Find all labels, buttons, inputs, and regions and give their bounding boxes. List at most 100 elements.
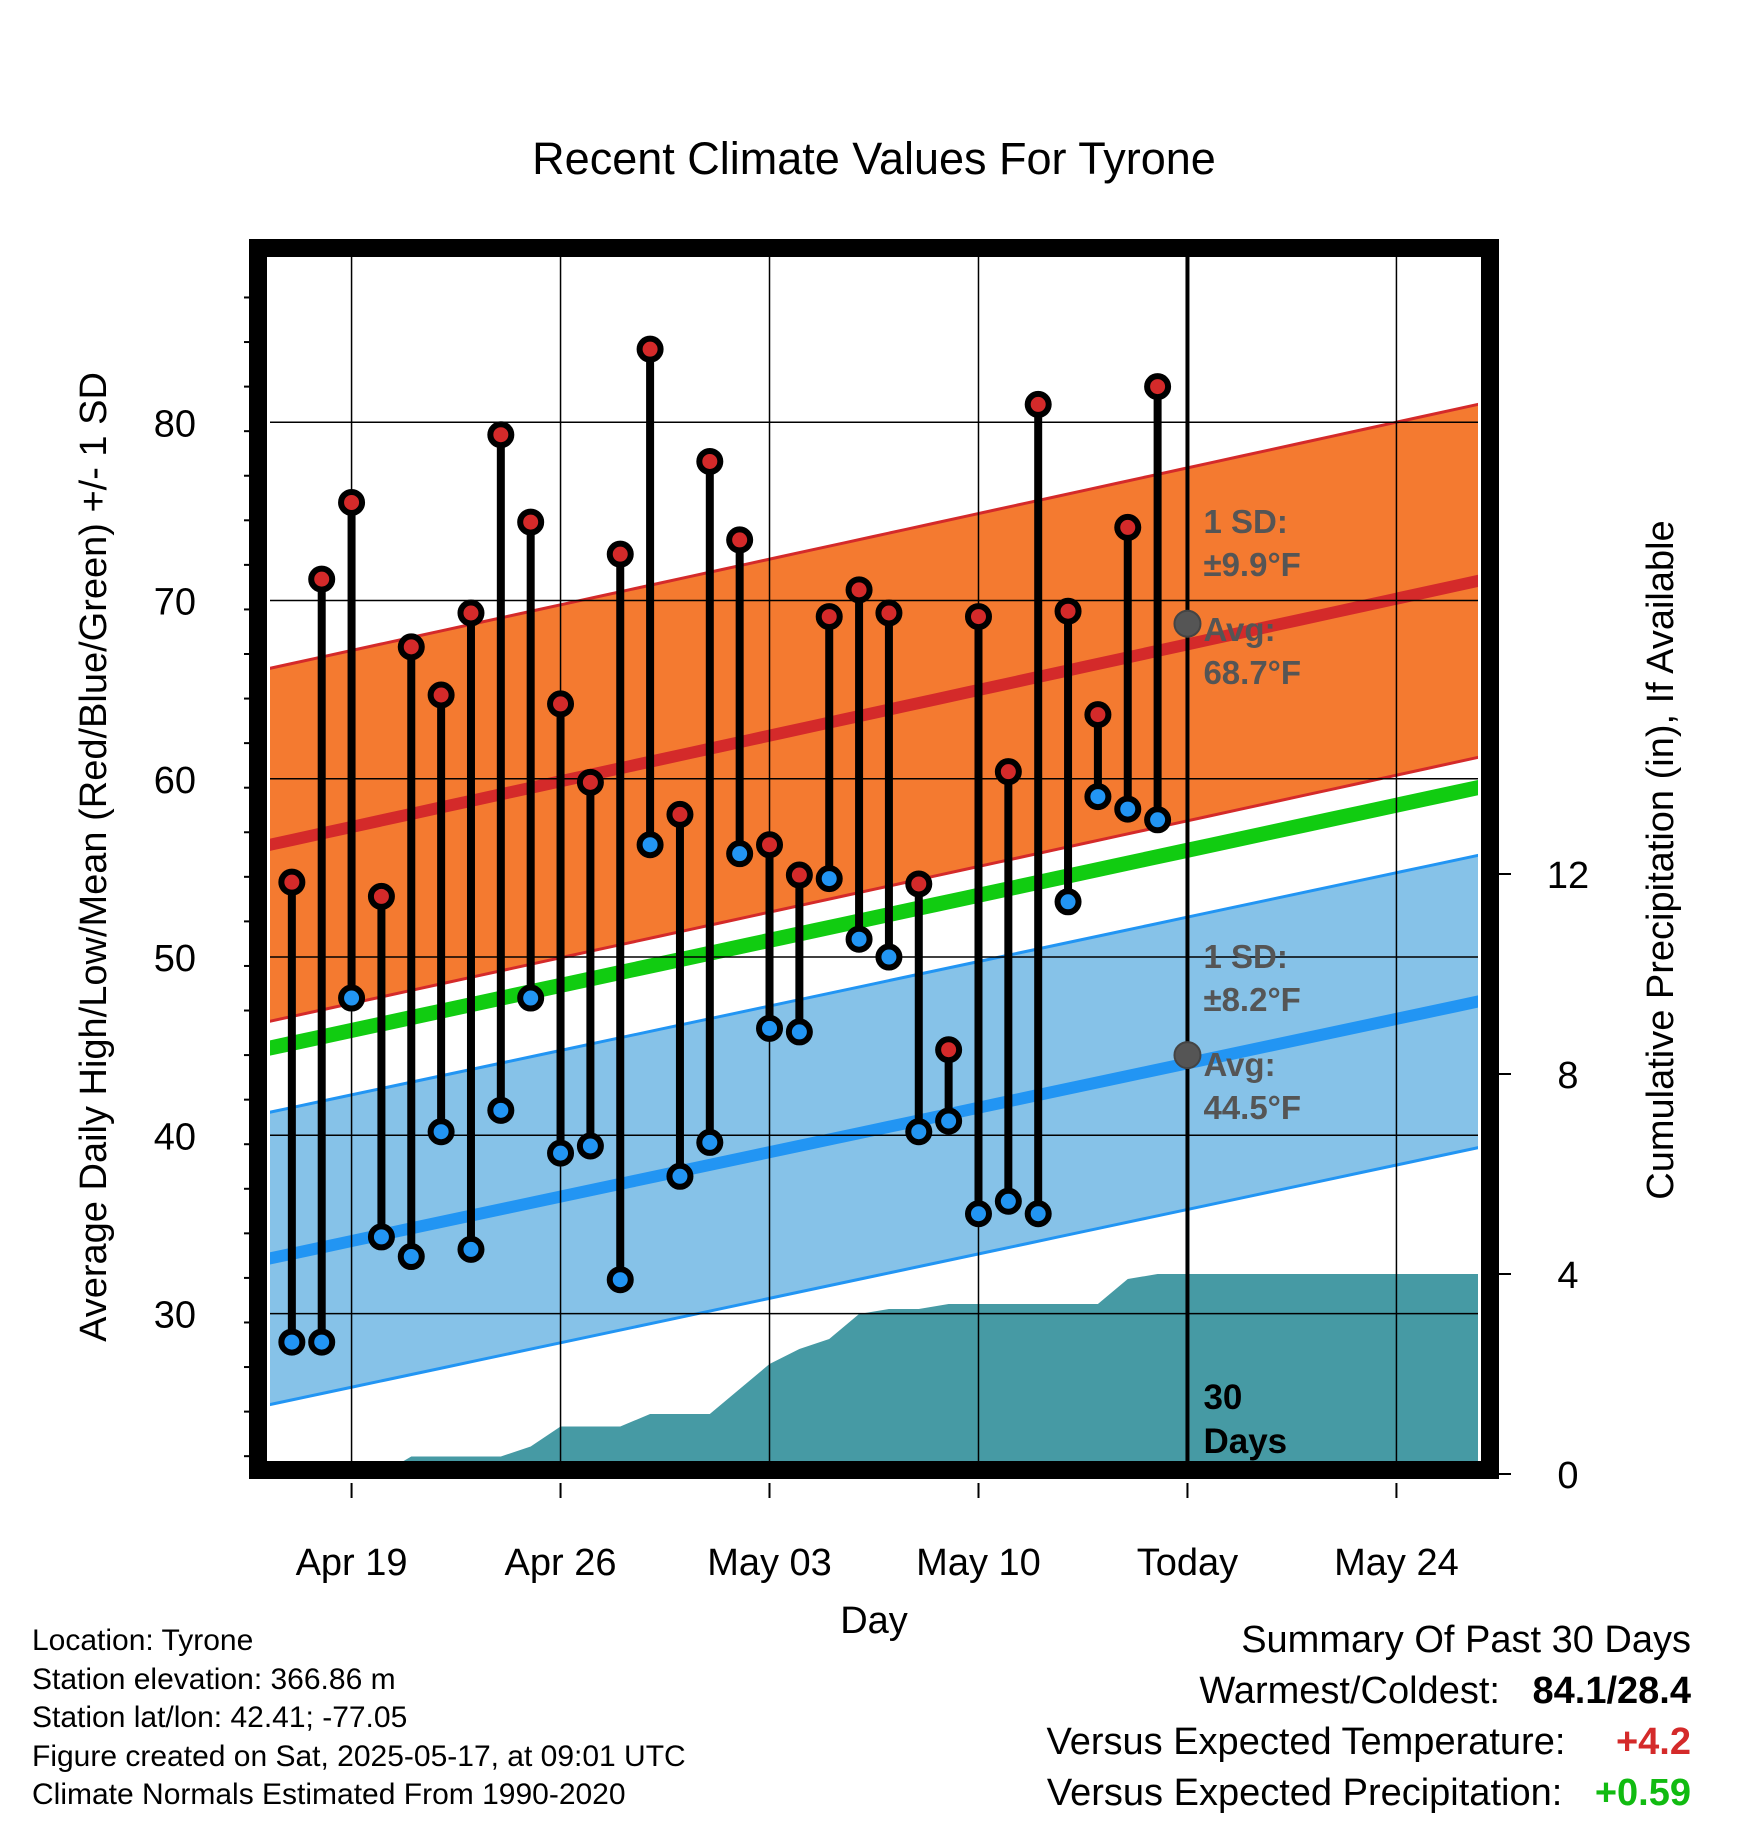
daily-low-point bbox=[875, 943, 903, 971]
daily-high-point bbox=[397, 633, 425, 661]
daily-high-point bbox=[935, 1036, 963, 1064]
daily-low-point bbox=[696, 1128, 724, 1156]
summary-panel: Summary Of Past 30 Days Warmest/Coldest:… bbox=[1046, 1615, 1691, 1819]
daily-high-point bbox=[785, 861, 813, 889]
x-tick-label: May 10 bbox=[916, 1542, 1041, 1584]
daily-low-point bbox=[1024, 1200, 1052, 1228]
daily-high-point bbox=[964, 603, 992, 631]
y-left-tick-label: 50 bbox=[154, 938, 196, 980]
daily-low-point bbox=[756, 1014, 784, 1042]
x-axis-label: Day bbox=[840, 1600, 908, 1642]
daily-low-point bbox=[815, 865, 843, 893]
daily-low-point bbox=[636, 831, 664, 859]
today-normal-low-point bbox=[1173, 1041, 1202, 1070]
daily-high-point bbox=[606, 540, 634, 568]
normal-high-line bbox=[270, 574, 1478, 851]
daily-low-point bbox=[935, 1107, 963, 1135]
summary-heading: Summary Of Past 30 Days bbox=[1241, 1619, 1691, 1661]
daily-high-point bbox=[278, 868, 306, 896]
temp-vs-expected-value: +4.2 bbox=[1615, 1721, 1691, 1763]
y-right-tick-label: 12 bbox=[1547, 855, 1589, 897]
daily-low-point bbox=[666, 1162, 694, 1190]
daily-low-point bbox=[457, 1235, 485, 1263]
high-sd-label: 1 SD: bbox=[1203, 503, 1287, 540]
daily-low-point bbox=[487, 1096, 515, 1124]
daily-high-point bbox=[1144, 373, 1172, 401]
daily-low-point bbox=[517, 984, 545, 1012]
latlon-text: Station lat/lon: 42.41; -77.05 bbox=[32, 1701, 408, 1734]
created-text: Figure created on Sat, 2025-05-17, at 09… bbox=[32, 1739, 686, 1773]
elevation-text: Station elevation: 366.86 m bbox=[32, 1662, 396, 1696]
daily-low-point bbox=[308, 1328, 336, 1356]
daily-high-point bbox=[547, 690, 575, 718]
y-left-tick-label: 40 bbox=[154, 1116, 196, 1158]
daily-low-point bbox=[726, 840, 754, 868]
high-sd-value: ±9.9°F bbox=[1203, 546, 1300, 583]
x-tick-label: Apr 26 bbox=[505, 1542, 617, 1584]
normal-mean-line bbox=[270, 779, 1478, 1056]
x-tick-label: Today bbox=[1137, 1542, 1238, 1584]
daily-high-point bbox=[636, 335, 664, 363]
daily-low-point bbox=[427, 1118, 455, 1146]
y-left-tick-label: 80 bbox=[154, 403, 196, 445]
summary-precip: Versus Expected Precipitation: +0.59 bbox=[1046, 1768, 1691, 1819]
high-avg-label: Avg: bbox=[1203, 611, 1275, 648]
daily-low-point bbox=[367, 1223, 395, 1251]
daily-high-point bbox=[1054, 597, 1082, 625]
plot-area: 1 SD: ±9.9°F Avg: 68.7°F 1 SD: ±8.2°F Avg: 44.5… bbox=[154, 239, 1589, 1584]
daily-high-point bbox=[845, 576, 873, 604]
high-avg-value: 68.7°F bbox=[1203, 654, 1301, 691]
daily-high-point bbox=[815, 603, 843, 631]
location-text: Location: Tyrone bbox=[32, 1624, 254, 1657]
temp-vs-expected-label: Versus Expected Temperature: bbox=[1046, 1721, 1566, 1763]
x-tick-label: May 24 bbox=[1334, 1542, 1459, 1584]
precip-vs-expected-label: Versus Expected Precipitation: bbox=[1046, 1772, 1563, 1814]
daily-high-point bbox=[487, 421, 515, 449]
daily-high-point bbox=[1114, 513, 1142, 541]
x-tick-label: May 03 bbox=[707, 1542, 832, 1584]
warm-cold-value: 84.1/28.4 bbox=[1532, 1670, 1691, 1712]
normal-low-lower-line bbox=[270, 1146, 1478, 1407]
summary-warm-cold: Warmest/Coldest: 84.1/28.4 bbox=[1046, 1666, 1691, 1717]
y-right-tick-label: 4 bbox=[1557, 1255, 1578, 1297]
warm-cold-label: Warmest/Coldest: bbox=[1199, 1670, 1500, 1712]
y-left-tick-label: 60 bbox=[154, 760, 196, 802]
plot-content bbox=[270, 252, 1478, 1466]
y-axis-right-label: Cumulative Precipitation (in), If Availa… bbox=[1640, 520, 1682, 1199]
low-avg-label: Avg: bbox=[1203, 1046, 1275, 1083]
daily-high-point bbox=[905, 870, 933, 898]
x-tick-label: Apr 19 bbox=[296, 1542, 408, 1584]
daily-low-point bbox=[1144, 806, 1172, 834]
daily-low-point bbox=[994, 1187, 1022, 1215]
daily-low-point bbox=[1054, 888, 1082, 916]
normal-high-lower-line bbox=[270, 755, 1478, 1023]
daily-low-point bbox=[397, 1243, 425, 1271]
daily-high-point bbox=[367, 882, 395, 910]
daily-high-point bbox=[875, 599, 903, 627]
normal-low-upper-line bbox=[270, 853, 1478, 1114]
daily-low-point bbox=[278, 1328, 306, 1356]
daily-low-point bbox=[338, 984, 366, 1012]
daily-low-point bbox=[905, 1118, 933, 1146]
daily-high-point bbox=[726, 526, 754, 554]
daily-low-point bbox=[964, 1200, 992, 1228]
daily-low-point bbox=[547, 1139, 575, 1167]
today-normal-high-point bbox=[1173, 609, 1202, 638]
daily-low-point bbox=[785, 1018, 813, 1046]
low-sd-value: ±8.2°F bbox=[1203, 981, 1300, 1018]
low-sd-label: 1 SD: bbox=[1203, 938, 1287, 975]
daily-low-point bbox=[1084, 783, 1112, 811]
low-avg-value: 44.5°F bbox=[1203, 1089, 1301, 1126]
y-axis-left-label: Average Daily High/Low/Mean (Red/Blue/Gr… bbox=[73, 372, 115, 1342]
daily-high-point bbox=[696, 447, 724, 475]
daily-high-point bbox=[666, 800, 694, 828]
daily-low-point bbox=[576, 1132, 604, 1160]
y-left-tick-label: 30 bbox=[154, 1295, 196, 1337]
y-right-tick-label: 0 bbox=[1557, 1455, 1578, 1497]
daily-low-point bbox=[606, 1266, 634, 1294]
daily-high-point bbox=[576, 768, 604, 796]
daily-low-point bbox=[1114, 795, 1142, 823]
daily-high-point bbox=[1024, 390, 1052, 418]
chart-title: Recent Climate Values For Tyrone bbox=[532, 133, 1216, 184]
